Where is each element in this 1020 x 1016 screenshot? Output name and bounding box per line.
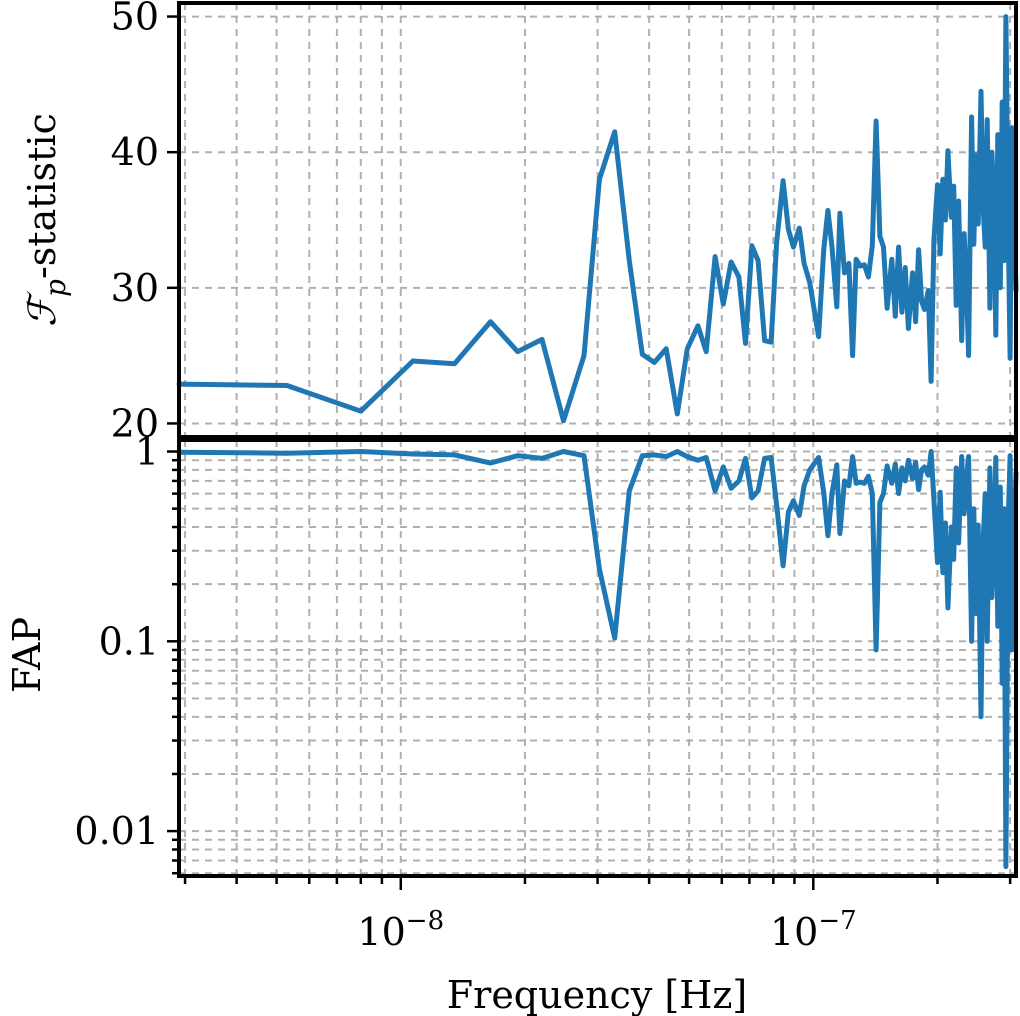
bottom-ticks: 1 0.1 0.01 10−8 10−7 — [74, 430, 1012, 954]
top-plot-frame — [177, 1, 1018, 439]
top-y-tick-label: 50 — [111, 0, 159, 39]
fp-statistic-axis-label: ℱp-statistic — [20, 113, 72, 327]
fp-statistic-panel: 20 30 40 50 ℱp-statistic — [20, 0, 1019, 445]
frequency-axis-label: Frequency [Hz] — [447, 973, 747, 1016]
bottom-y-tick-label: 0.1 — [99, 619, 159, 663]
fap-series — [176, 449, 1019, 870]
top-y-tick-label: 20 — [111, 401, 159, 445]
fp-statistic-word: -statistic — [20, 113, 64, 279]
bottom-y-tick-label: 1 — [135, 430, 159, 474]
bottom-plot-frame — [177, 438, 1018, 878]
bottom-y-tick-label: 0.01 — [74, 809, 159, 853]
x-tick-label: 10−8 — [357, 906, 444, 954]
fp-subscript: p — [39, 279, 72, 297]
fap-panel: 1 0.1 0.01 10−8 10−7 FAP Frequency [Hz] — [5, 430, 1019, 1016]
top-grid — [179, 3, 1016, 437]
bottom-grid — [179, 440, 1016, 876]
fap-axis-label: FAP — [5, 617, 49, 693]
fp-statistic-series — [176, 14, 1019, 424]
top-y-ticks: 20 30 40 50 — [111, 0, 179, 445]
top-y-tick-label: 40 — [111, 130, 159, 174]
top-y-tick-label: 30 — [111, 266, 159, 310]
x-tick-label: 10−7 — [770, 906, 857, 954]
